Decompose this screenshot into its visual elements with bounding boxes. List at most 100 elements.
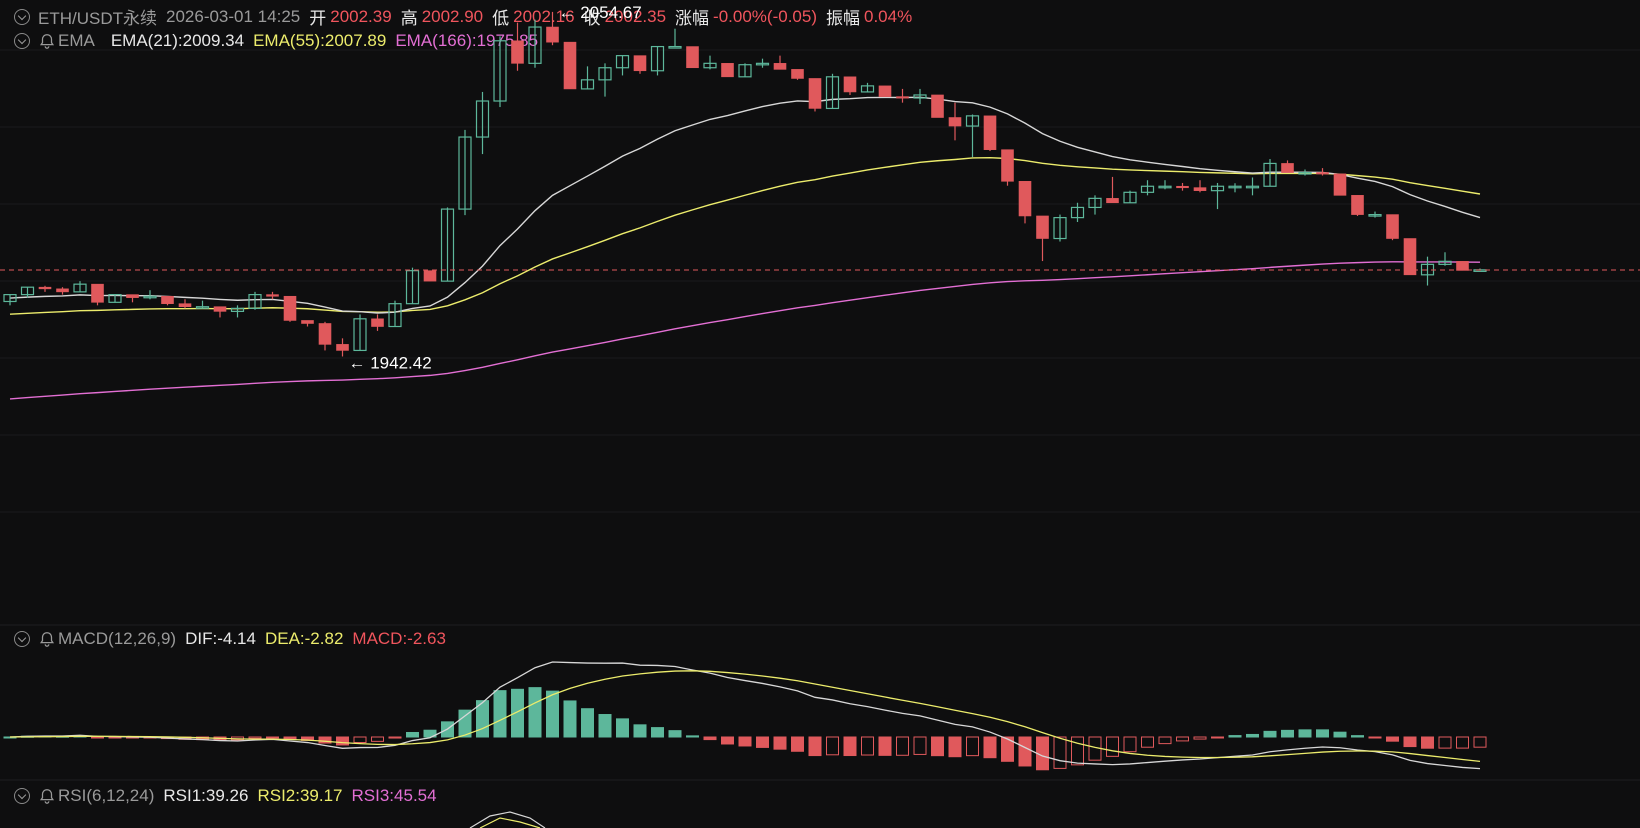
low-price-marker: ← 1942.42 (349, 353, 432, 372)
macd-histogram-bar (546, 690, 559, 738)
macd-histogram-bar (966, 736, 979, 757)
collapse-chevron-icon[interactable] (14, 33, 30, 49)
dea-value: DEA:-2.82 (264, 629, 344, 648)
bell-icon[interactable] (38, 630, 56, 648)
candle-body (143, 295, 157, 299)
candle-body (283, 295, 297, 321)
rsi1-line (469, 811, 546, 828)
candle-body (108, 294, 122, 303)
low-label: 低 (492, 9, 510, 28)
candle-body (773, 63, 787, 70)
candle-body (738, 64, 752, 78)
macd-histogram-bar (738, 736, 752, 747)
macd-histogram-bar (248, 736, 262, 739)
candle-body (1333, 173, 1347, 196)
macd-histogram-bar (1386, 736, 1399, 742)
macd-histogram-bar (1246, 733, 1259, 738)
macd-histogram-bar (686, 735, 699, 738)
macd-histogram-bar (668, 730, 682, 738)
macd-histogram-bar (616, 718, 629, 738)
candle-body (1210, 185, 1225, 192)
macd-histogram-bar (1298, 729, 1312, 738)
change-label: 涨幅 (675, 9, 710, 28)
macd-histogram-bar (1228, 735, 1242, 738)
macd-histogram-bar (336, 736, 349, 746)
high-price-marker: ← 2054.67 (559, 3, 642, 22)
macd-histogram-bar (1211, 736, 1224, 739)
candle-body (1456, 261, 1469, 271)
macd-histogram-bar (948, 736, 962, 758)
macd-histogram-bar (843, 736, 857, 757)
macd-histogram-bar (703, 736, 717, 741)
collapse-chevron-icon[interactable] (14, 631, 30, 647)
macd-histogram-bar (1456, 736, 1469, 749)
macd-histogram-bar (353, 736, 367, 744)
macd-histogram-bar (878, 736, 892, 756)
candle-body (686, 46, 699, 69)
ema166-value: EMA(166):1975.85 (395, 31, 539, 50)
candle-body (808, 78, 822, 109)
macd-histogram-bar (511, 688, 524, 738)
candle-body (1001, 149, 1014, 182)
macd-histogram-bar (861, 736, 874, 756)
macd-histogram-bar (1176, 736, 1189, 742)
macd-histogram-bar (1281, 729, 1294, 738)
macd-histogram-bar (371, 736, 384, 742)
candle-body (1070, 206, 1085, 219)
macd-histogram-bar (1421, 736, 1434, 749)
macd-histogram-bar (266, 736, 279, 739)
candle-body (580, 79, 595, 90)
candle-body (721, 63, 734, 78)
candle-body (563, 41, 577, 90)
macd-histogram-bar (283, 736, 297, 740)
amplitude-label: 振幅 (825, 9, 860, 28)
candle-body (1018, 181, 1032, 217)
candle-body (860, 85, 875, 93)
candle-body (1403, 238, 1417, 276)
collapse-chevron-icon[interactable] (14, 8, 30, 25)
bell-icon[interactable] (38, 32, 56, 50)
dif-line (9, 661, 1481, 770)
candle-body (1298, 171, 1312, 175)
candle-body (440, 208, 455, 282)
macd-histogram-bar (1403, 736, 1417, 748)
macd-histogram-bar (1141, 736, 1154, 748)
macd-histogram-bar (721, 736, 734, 745)
candle-body (1123, 191, 1137, 204)
macd-histogram-bar (1193, 736, 1207, 740)
candle-body (178, 303, 192, 308)
candle-body (230, 307, 245, 312)
candle-body (546, 26, 559, 43)
dea-line (9, 670, 1481, 762)
macd-histogram-bar (476, 700, 489, 738)
macd-histogram-bar (1333, 731, 1347, 738)
macd-histogram-bar (791, 736, 804, 752)
macd-histogram-bar (1316, 729, 1329, 738)
candle-body (353, 318, 367, 352)
candle-body (1106, 198, 1119, 204)
rsi1-value: RSI1:39.26 (163, 786, 249, 805)
collapse-chevron-icon[interactable] (14, 788, 30, 804)
macd-histogram-bar (1106, 736, 1119, 757)
candle-body (266, 294, 279, 297)
candle-body (633, 55, 647, 72)
candle-body (598, 67, 612, 81)
macd-histogram-bar (1123, 736, 1137, 753)
macd-histogram-bar (598, 714, 612, 738)
candle-body (423, 270, 437, 282)
bell-icon[interactable] (38, 787, 56, 805)
candle-body (791, 69, 804, 79)
macd-indicator-name: MACD(12,26,9) (58, 629, 177, 648)
ema166-line (9, 261, 1481, 400)
change-value: -0.00%(-0.05) (713, 6, 817, 26)
price-header: ETH/USDT永续 2026-03-01 14:25 开 2002.39 高 … (0, 4, 912, 29)
ema21-value: EMA(21):2009.34 (110, 31, 245, 50)
macd-histogram-bar (773, 736, 787, 750)
candle-body (878, 85, 892, 97)
dif-value: DIF:-4.14 (185, 629, 256, 648)
candle-body (843, 76, 857, 93)
candle-body (703, 62, 717, 69)
amplitude-value: 0.04% (863, 6, 913, 26)
candle-body (213, 306, 227, 312)
